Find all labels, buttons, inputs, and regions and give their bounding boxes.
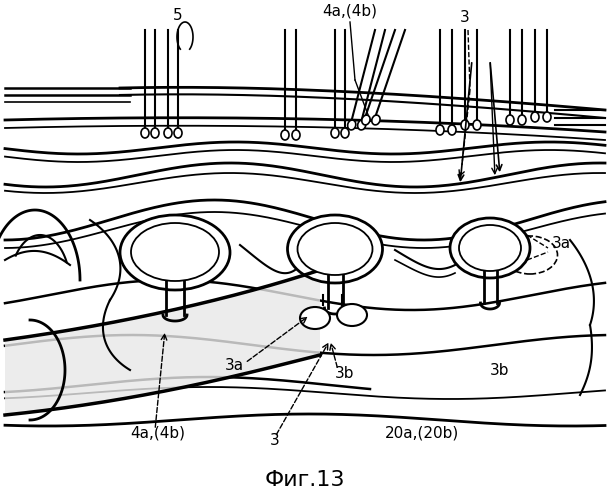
Ellipse shape [459,225,521,271]
Text: 4a,(4b): 4a,(4b) [130,426,185,441]
Ellipse shape [341,128,349,138]
Text: 5: 5 [173,8,183,23]
Ellipse shape [531,112,539,122]
Ellipse shape [151,128,159,138]
Text: 3: 3 [460,10,470,25]
Ellipse shape [287,215,382,283]
Ellipse shape [362,115,370,125]
Ellipse shape [372,115,380,125]
Ellipse shape [164,128,172,138]
Text: 3a: 3a [552,236,571,251]
Ellipse shape [298,223,373,275]
Polygon shape [5,270,320,415]
Ellipse shape [450,218,530,278]
Ellipse shape [281,130,289,140]
Text: Фиг.13: Фиг.13 [265,470,345,490]
Ellipse shape [331,128,339,138]
Text: 20a,(20b): 20a,(20b) [385,426,459,441]
Text: 4a,(4b): 4a,(4b) [323,3,378,18]
Ellipse shape [141,128,149,138]
Ellipse shape [473,120,481,130]
Ellipse shape [357,120,366,130]
Ellipse shape [448,125,456,135]
Ellipse shape [292,130,300,140]
Text: 3b: 3b [335,366,354,381]
Text: 3a: 3a [225,358,244,373]
Ellipse shape [348,120,356,130]
Ellipse shape [174,128,182,138]
Ellipse shape [120,215,230,290]
Ellipse shape [461,120,469,130]
Ellipse shape [506,115,514,125]
Text: 3: 3 [270,433,280,448]
Ellipse shape [543,112,551,122]
Ellipse shape [436,125,444,135]
Ellipse shape [518,115,526,125]
Ellipse shape [337,304,367,326]
Ellipse shape [131,223,219,281]
Text: 3b: 3b [490,363,509,378]
Ellipse shape [300,307,330,329]
